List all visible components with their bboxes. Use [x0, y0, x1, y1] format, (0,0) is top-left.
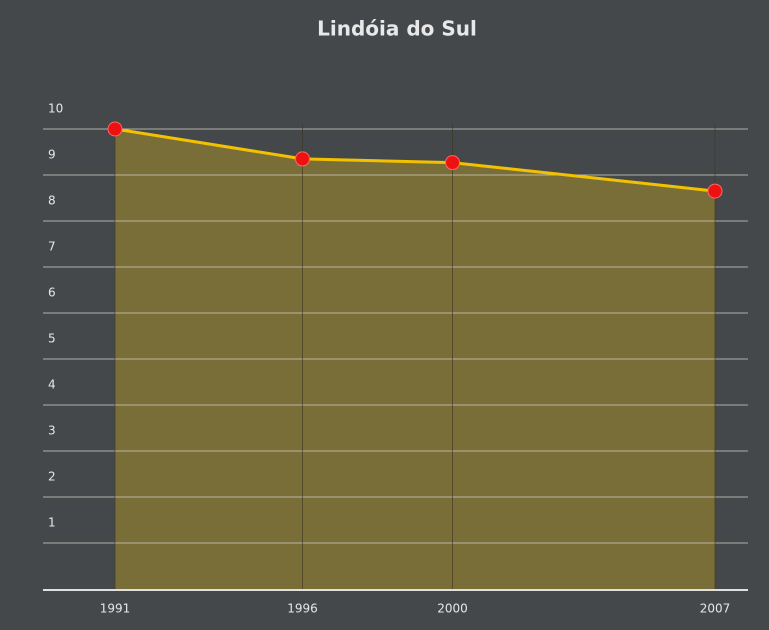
- y-tick-label: 1: [48, 516, 56, 530]
- y-tick-label: 6: [48, 286, 56, 300]
- y-tick-label: 2: [48, 470, 56, 484]
- y-tick-label: 5: [48, 332, 56, 346]
- y-tick-label: 9: [48, 148, 56, 162]
- x-tick-label: 2000: [437, 602, 468, 616]
- y-tick-label: 10: [48, 102, 63, 116]
- x-tick-label: 2007: [700, 602, 731, 616]
- y-tick-label: 3: [48, 424, 56, 438]
- y-tick-label: 7: [48, 240, 56, 254]
- x-tick-label: 1991: [100, 602, 131, 616]
- marker: [295, 151, 310, 167]
- y-tick-label: 4: [48, 378, 56, 392]
- chart-title: Lindóia do Sul: [317, 17, 477, 41]
- y-tick-label: 8: [48, 194, 56, 208]
- marker: [707, 183, 723, 199]
- marker: [107, 121, 123, 137]
- marker: [445, 155, 460, 171]
- x-tick-label: 1996: [287, 602, 318, 616]
- line: [114, 127, 716, 193]
